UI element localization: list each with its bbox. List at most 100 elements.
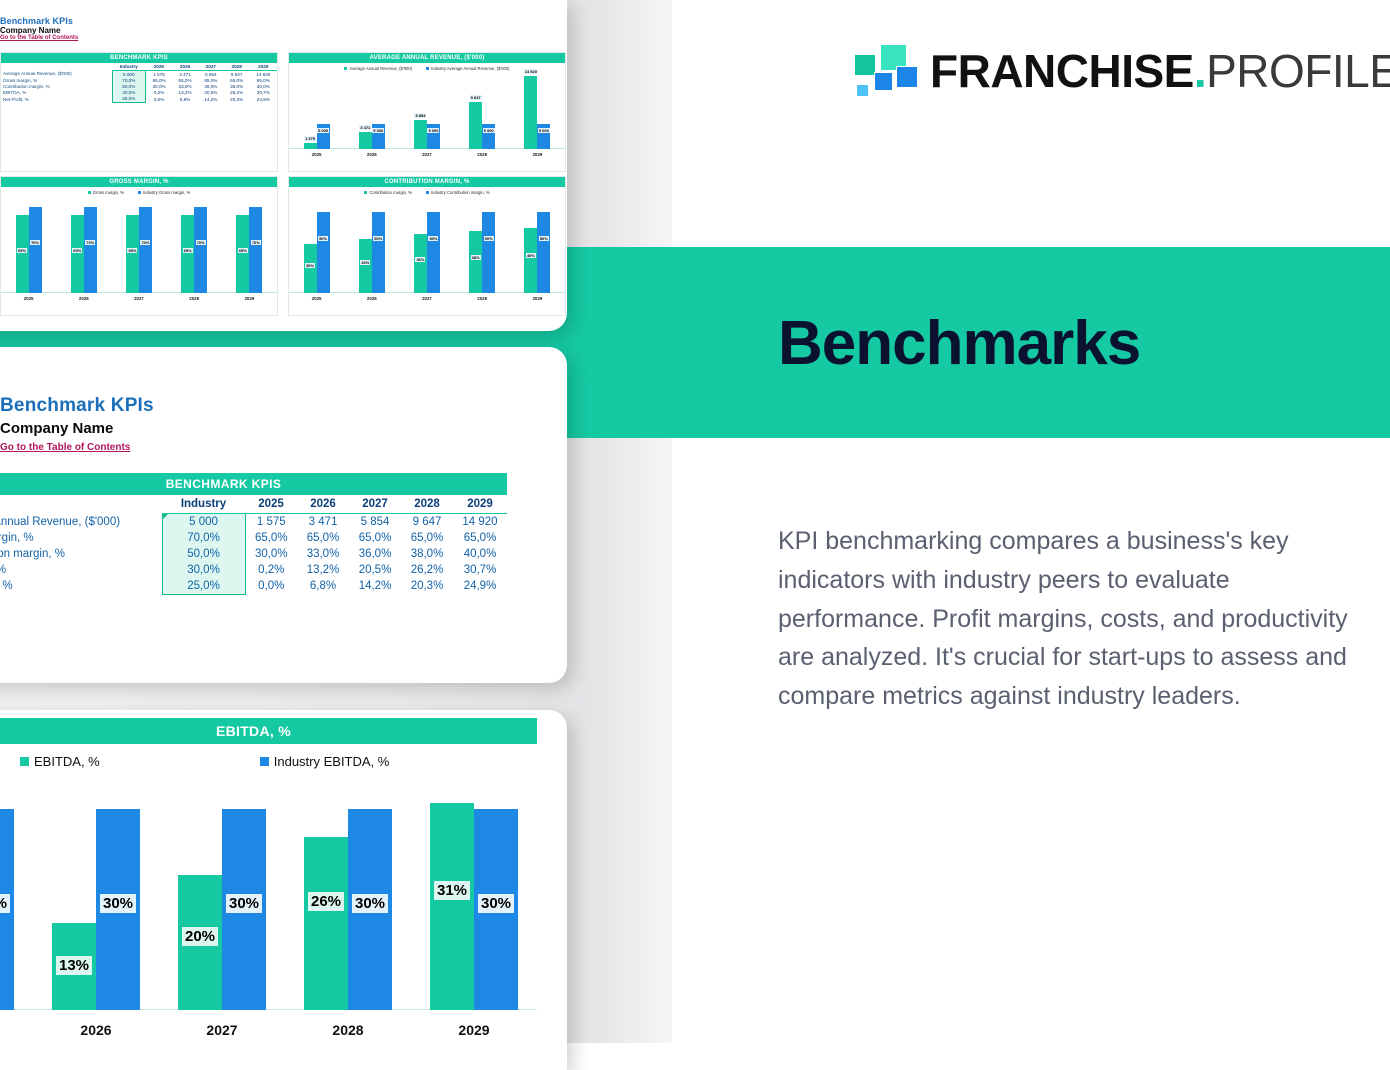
bar-industry: 5 000 — [371, 124, 385, 149]
bar-group-2025: 0% 30% — [0, 782, 33, 1010]
mini-cell: 33,0% — [178, 83, 192, 89]
mini-chart-contribution-margin-title: CONTRIBUTION MARGIN, % — [289, 177, 565, 187]
cell-2026: 6,8% — [309, 580, 337, 593]
slide-card-ebitda-chart: EBITDA, % EBITDA, % Industry EBITDA, % 0… — [0, 710, 567, 1070]
mini-toc-link[interactable]: Go to the Table of Contents — [0, 35, 79, 41]
row-label-average-annual-revenue: Average Annual Revenue, ($'000) — [0, 515, 121, 528]
bar-group: 33% 50% — [358, 195, 385, 293]
x-tick-2029: 2029 — [458, 1022, 490, 1038]
bar-industry-2026: 30% — [96, 809, 140, 1010]
x-tick: 2027 — [134, 295, 144, 301]
mini-cell-industry: 70,0% — [111, 77, 147, 84]
x-tick: 2027 — [422, 151, 432, 157]
table-of-contents-link[interactable]: Go to the Table of Contents — [0, 442, 131, 453]
cell-2027: 5 854 — [360, 516, 390, 528]
company-name: Company Name — [0, 420, 114, 437]
bar-group-2028: 26% 30% — [285, 782, 411, 1010]
mini-chart-gross-margin-legend: Gross margin, % Industry Gross margin, % — [1, 190, 277, 195]
mini-cell: 38,0% — [230, 83, 244, 89]
mini-row-label: Average Annual Revenue, ($'000) — [3, 71, 72, 77]
mini-row-label: Contribution margin, % — [3, 83, 50, 89]
mini-cell: 65,0% — [230, 77, 244, 83]
cell-2028: 38,0% — [410, 548, 444, 560]
bar-industry: 70% — [194, 206, 208, 293]
cell-industry[interactable]: 50,0% — [161, 546, 246, 562]
mini-cell: 65,0% — [256, 77, 270, 83]
mini-chart-revenue-legend: Average Annual Revenue, ($'000) Industry… — [289, 66, 565, 71]
table-row: Average Annual Revenue, ($'000) 5 000 1 … — [1, 70, 277, 78]
mini-cell: 65,0% — [152, 77, 166, 83]
x-tick: 2025 — [23, 295, 34, 301]
cell-industry[interactable]: 25,0% — [161, 578, 246, 595]
mini-cell: 0,0% — [153, 96, 165, 102]
cell-2025: 65,0% — [254, 532, 288, 544]
bar-ebitda-2029: 31% — [430, 802, 474, 1010]
cell-2029: 40,0% — [463, 548, 497, 560]
legend-swatch-blue-icon — [426, 67, 430, 71]
bar-group-2029: 31% 30% — [411, 782, 537, 1010]
legend-swatch-blue-icon — [259, 756, 269, 766]
mini-cell: 5 854 — [205, 71, 217, 77]
slide-title: Benchmarks — [778, 309, 1141, 378]
mini-row-label: EBITDA, % — [3, 90, 27, 96]
bar-group: 40% 50% — [524, 195, 551, 293]
mini-col-2025: 2025 — [145, 63, 173, 71]
bar-industry-2025: 30% — [0, 809, 14, 1010]
bar-value: 33% — [358, 239, 372, 293]
cell-2029: 65,0% — [463, 532, 497, 544]
mini-cell: 65,0% — [178, 77, 192, 83]
mini-chart-revenue-title: AVERAGE ANNUAL REVENUE, ($'000) — [289, 53, 565, 63]
cell-2025: 0,0% — [258, 580, 285, 593]
cell-industry[interactable]: 30,0% — [161, 562, 246, 578]
bar-group-2026: 13% 30% — [33, 782, 159, 1010]
x-tick: 2029 — [532, 151, 543, 157]
x-tick: 2027 — [422, 295, 432, 301]
slide-body-copy: KPI benchmarking compares a business's k… — [778, 527, 1348, 710]
row-label-gross-margin: Gross margin, % — [0, 532, 34, 544]
legend-entry-ebitda: EBITDA, % — [20, 754, 100, 769]
x-tick: 2026 — [78, 295, 89, 301]
mini-x-axis-labels: 2025 2026 2027 2028 2029 — [289, 293, 565, 303]
mini-chart-gross-margin-title: GROSS MARGIN, % — [1, 177, 277, 187]
bar-value: 30% — [303, 244, 317, 293]
franchise-profiles-logo: FRANCHISE.PROFILES — [852, 44, 1390, 98]
bar-industry: 70% — [249, 206, 263, 293]
bar-value: 1 575 — [303, 135, 317, 149]
col-header-2025: 2025 — [245, 495, 297, 514]
mini-x-axis-labels: 2025 2026 2027 2028 2029 — [1, 293, 277, 303]
cell-2028: 26,2% — [410, 564, 444, 576]
table-header-row: Industry 2025 2026 2027 2028 2029 — [0, 495, 507, 514]
cell-industry[interactable]: 70,0% — [161, 530, 246, 546]
cell-2026: 13,2% — [306, 564, 340, 576]
bar-group: 1 575 5 000 — [303, 71, 330, 149]
x-tick-2025: 2025 — [0, 1022, 33, 1044]
benchmark-kpi-table-wrap: BENCHMARK KPIS Industry 2025 2026 2027 2… — [0, 473, 537, 595]
cell-2028: 9 647 — [412, 516, 442, 528]
legend-swatch-blue-icon — [137, 191, 141, 195]
x-tick: 2025 — [311, 151, 322, 157]
bar-industry: 50% — [537, 211, 551, 293]
cell-2027: 65,0% — [358, 532, 392, 544]
logo-word-franchise: FRANCHISE — [930, 45, 1194, 97]
bar-value: 9 647 — [469, 95, 483, 149]
legend-entry: Industry Gross margin, % — [137, 190, 190, 195]
mini-cell: 30,7% — [256, 90, 270, 96]
logo-square-teal-light — [880, 44, 907, 71]
bar-group: 9 647 5 000 — [469, 71, 496, 149]
table-row: EBITDA, % 30,0% 0,2% 13,2% 20,5% 26,2% 3… — [0, 562, 507, 578]
x-tick-2027: 2027 — [206, 1022, 238, 1038]
col-header-blank — [0, 495, 162, 514]
row-label-net-profit: Net Profit, % — [0, 580, 13, 593]
mini-kpi-table: Industry 2025 2026 2027 2028 2029 Averag… — [1, 63, 277, 103]
bar-value: 65% — [70, 214, 84, 293]
mini-kpi-table-band: BENCHMARK KPIS — [1, 53, 277, 63]
bar-value: 36% — [413, 234, 427, 293]
mini-chart-revenue: AVERAGE ANNUAL REVENUE, ($'000) Average … — [288, 52, 566, 172]
mini-col-2026: 2026 — [172, 63, 198, 71]
slide-card-kpi-table: Benchmark KPIs Company Name Go to the Ta… — [0, 347, 567, 683]
legend-label: EBITDA, % — [34, 753, 100, 769]
legend-label: Industry EBITDA, % — [273, 753, 390, 769]
legend-swatch-teal-icon — [87, 191, 91, 195]
x-tick: 2025 — [311, 295, 322, 301]
cell-industry[interactable]: 5 000 — [161, 513, 246, 530]
